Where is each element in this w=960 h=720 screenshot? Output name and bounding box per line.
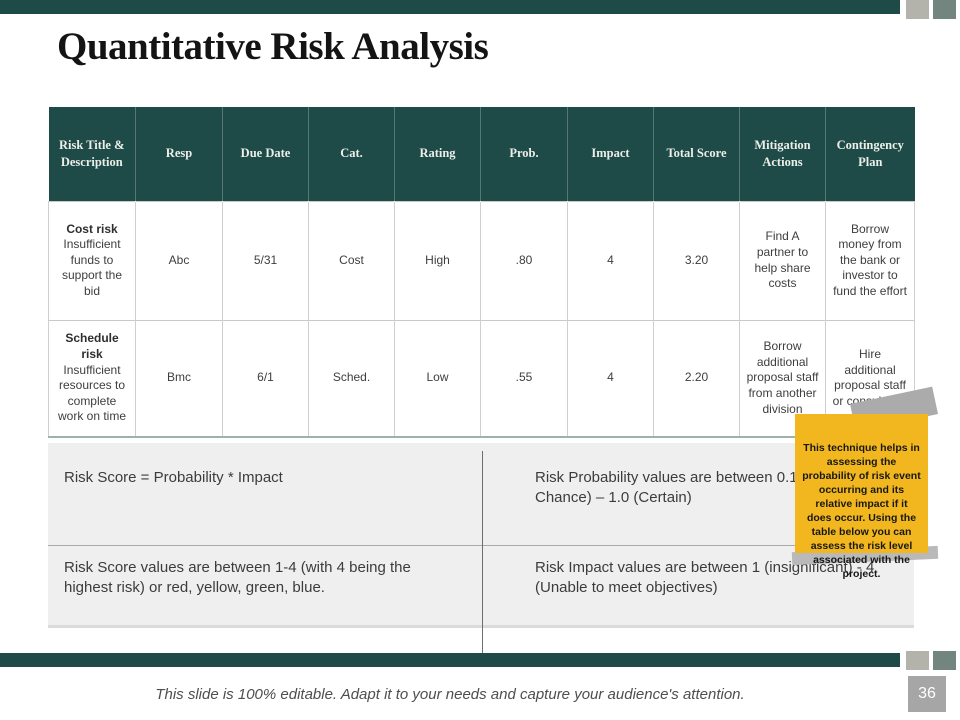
note-risk-impact-values: Risk Impact values are between 1 (insign…	[535, 559, 875, 597]
top-decorative-square-sage	[933, 0, 956, 19]
cell-prob: .55	[480, 319, 568, 437]
risk-title: Cost risk	[66, 221, 118, 236]
cell-mitigation: Borrow additional proposal staff from an…	[739, 319, 826, 437]
cell-total-score: 2.20	[653, 319, 740, 437]
cell-due-date: 5/31	[222, 200, 309, 320]
cell-cat: Sched.	[308, 319, 395, 437]
cell-risk-title: Schedule risk Insufficient resources to …	[48, 319, 136, 437]
table-row: Cost risk Insufficient funds to support …	[48, 200, 915, 320]
risk-analysis-table: Risk Title & Description Resp Due Date C…	[48, 107, 915, 438]
col-header-total-score: Total Score	[653, 107, 740, 201]
bottom-decorative-square-sage	[933, 651, 956, 670]
footer-editable-note: This slide is 100% editable. Adapt it to…	[155, 686, 745, 703]
table-row: Schedule risk Insufficient resources to …	[48, 319, 915, 437]
col-header-risk-title: Risk Title & Description	[48, 107, 136, 201]
col-header-impact: Impact	[567, 107, 654, 201]
cell-total-score: 3.20	[653, 200, 740, 320]
bottom-accent-bar	[0, 653, 900, 667]
bottom-decorative-square-gray	[906, 651, 929, 670]
sticky-note: This technique helps in assessing the pr…	[795, 414, 928, 580]
page-number-badge: 36	[908, 676, 946, 712]
notes-panel	[48, 443, 914, 628]
risk-description: Insufficient resources to complete work …	[57, 362, 127, 424]
notes-horizontal-divider	[48, 545, 914, 546]
risk-description: Insufficient funds to support the bid	[61, 237, 123, 298]
cell-impact: 4	[567, 319, 654, 437]
table-header-row: Risk Title & Description Resp Due Date C…	[48, 107, 915, 201]
cell-cat: Cost	[308, 200, 395, 320]
page-title: Quantitative Risk Analysis	[57, 25, 489, 68]
cell-resp: Abc	[135, 200, 223, 320]
col-header-due-date: Due Date	[222, 107, 309, 201]
note-risk-score-values: Risk Score values are between 1-4 (with …	[64, 559, 411, 597]
cell-contingency: Borrow money from the bank or investor t…	[825, 200, 915, 320]
cell-resp: Bmc	[135, 319, 223, 437]
top-decorative-square-gray	[906, 0, 929, 19]
cell-impact: 4	[567, 200, 654, 320]
col-header-resp: Resp	[135, 107, 223, 201]
note-risk-probability: Risk Probability values are between 0.1 …	[535, 469, 818, 507]
cell-due-date: 6/1	[222, 319, 309, 437]
col-header-rating: Rating	[394, 107, 481, 201]
cell-rating: Low	[394, 319, 481, 437]
cell-prob: .80	[480, 200, 568, 320]
risk-title: Schedule risk	[65, 331, 119, 362]
notes-vertical-divider	[482, 451, 483, 655]
cell-rating: High	[394, 200, 481, 320]
cell-mitigation: Find A partner to help share costs	[739, 200, 826, 320]
col-header-mitigation: Mitigation Actions	[739, 107, 826, 201]
col-header-cat: Cat.	[308, 107, 395, 201]
col-header-prob: Prob.	[480, 107, 568, 201]
col-header-contingency: Contingency Plan	[825, 107, 915, 201]
top-accent-bar	[0, 0, 900, 14]
note-risk-score-formula: Risk Score = Probability * Impact	[64, 469, 283, 486]
cell-risk-title: Cost risk Insufficient funds to support …	[48, 200, 136, 320]
